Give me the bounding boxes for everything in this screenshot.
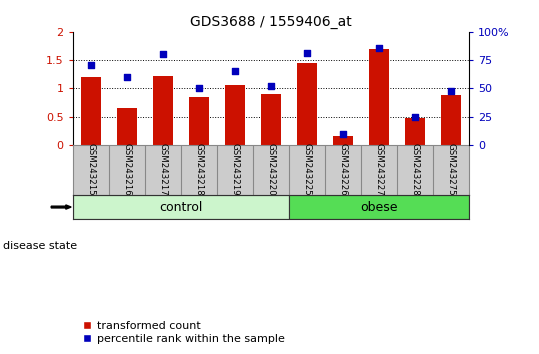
Bar	[261, 94, 281, 145]
Point	[158, 52, 167, 57]
Point	[338, 131, 347, 136]
Text: GSM243215: GSM243215	[86, 143, 95, 196]
Point	[375, 45, 383, 51]
Point	[411, 114, 419, 119]
Text: GSM243226: GSM243226	[338, 143, 347, 196]
Bar	[405, 118, 425, 145]
Text: control: control	[159, 201, 203, 213]
Bar	[153, 76, 172, 145]
Text: GSM243227: GSM243227	[375, 143, 383, 196]
Point	[266, 83, 275, 89]
Text: GSM243216: GSM243216	[122, 143, 132, 196]
Text: GSM243228: GSM243228	[410, 143, 419, 196]
Text: GSM243225: GSM243225	[302, 143, 312, 196]
Bar	[225, 85, 245, 145]
Bar	[189, 97, 209, 145]
Point	[122, 74, 131, 80]
Bar	[117, 108, 137, 145]
Text: GSM243218: GSM243218	[195, 143, 203, 196]
Text: GSM243275: GSM243275	[446, 143, 455, 196]
Point	[231, 69, 239, 74]
Title: GDS3688 / 1559406_at: GDS3688 / 1559406_at	[190, 16, 352, 29]
Point	[195, 86, 203, 91]
Bar	[441, 95, 461, 145]
Point	[447, 88, 455, 93]
Bar	[81, 76, 101, 145]
Bar	[297, 63, 317, 145]
Bar	[73, 195, 289, 219]
Legend: transformed count, percentile rank within the sample: transformed count, percentile rank withi…	[78, 316, 289, 348]
Text: obese: obese	[360, 201, 398, 213]
Bar	[289, 195, 469, 219]
Text: disease state: disease state	[3, 241, 77, 251]
Point	[86, 62, 95, 68]
Text: GSM243217: GSM243217	[158, 143, 167, 196]
Bar	[369, 49, 389, 145]
Point	[302, 51, 311, 56]
Bar	[333, 136, 353, 145]
Text: GSM243219: GSM243219	[230, 143, 239, 196]
Text: GSM243220: GSM243220	[266, 143, 275, 196]
